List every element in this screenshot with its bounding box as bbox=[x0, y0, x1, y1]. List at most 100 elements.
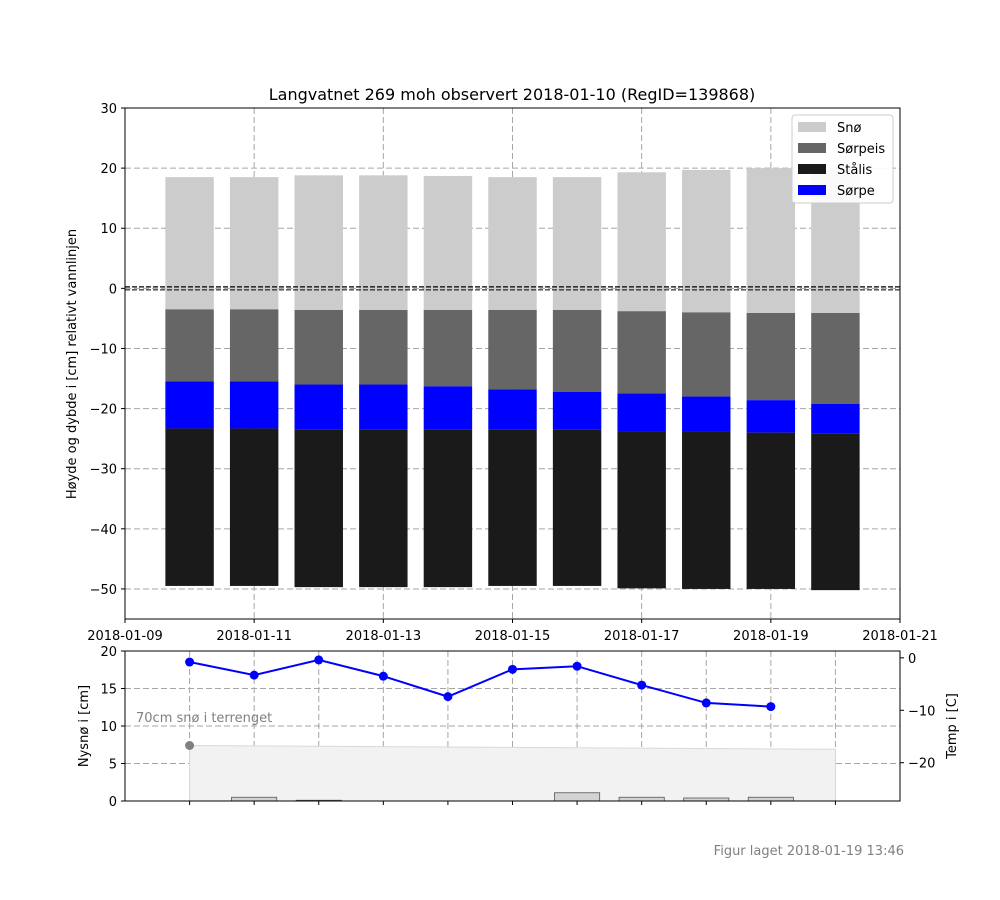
bar-sno bbox=[488, 177, 537, 310]
y-tick-label: −20 bbox=[908, 757, 935, 772]
bar-stalis bbox=[746, 432, 796, 589]
terrain-snow-point bbox=[185, 741, 195, 750]
legend-label: Stålis bbox=[837, 163, 873, 178]
new-snow-bar bbox=[554, 792, 601, 802]
y-tick-label: −10 bbox=[908, 704, 935, 719]
temperature-series bbox=[185, 655, 776, 712]
bar-sorpe bbox=[294, 384, 343, 430]
bar-stalis bbox=[617, 431, 666, 589]
bar-sno bbox=[682, 169, 731, 313]
bar-sorpeis bbox=[617, 311, 666, 394]
bar-sorpe bbox=[552, 391, 602, 430]
legend-label: Sørpe bbox=[837, 184, 875, 199]
x-tick-label: 2018-01-21 bbox=[862, 629, 938, 644]
new-snow-bar bbox=[747, 796, 794, 802]
y-tick-label: 10 bbox=[100, 720, 117, 735]
legend-box bbox=[791, 114, 894, 204]
bar-sorpe bbox=[359, 384, 408, 430]
x-tick-label: 2018-01-19 bbox=[733, 629, 809, 644]
terrain-snow-note: 70cm snø i terrenget bbox=[136, 711, 272, 726]
bar-sorpeis bbox=[488, 309, 537, 390]
lower-left-y-ticks: 0 5 10 15 20 bbox=[100, 645, 125, 810]
bar-sorpe bbox=[165, 381, 214, 429]
y-tick-label: 15 bbox=[100, 683, 117, 698]
temperature-point bbox=[185, 657, 195, 667]
new-snow-bar bbox=[231, 796, 278, 802]
y-tick-label: −30 bbox=[90, 463, 117, 478]
y-tick-label: 30 bbox=[100, 102, 117, 117]
chart-title: Langvatnet 269 moh observert 2018-01-10 … bbox=[269, 85, 756, 104]
bar-sno bbox=[359, 175, 408, 310]
bar-sorpe bbox=[746, 400, 796, 433]
y-tick-label: 20 bbox=[100, 162, 117, 177]
y-tick-label: 20 bbox=[100, 645, 117, 660]
legend-swatch bbox=[798, 122, 826, 132]
bar-sorpeis bbox=[229, 309, 279, 382]
x-tick-label: 2018-01-09 bbox=[87, 629, 163, 644]
bar-stalis bbox=[552, 429, 602, 586]
legend-label: Sørpeis bbox=[837, 142, 885, 157]
legend: Snø Sørpeis Stålis Sørpe bbox=[791, 114, 894, 204]
temperature-point bbox=[701, 698, 711, 708]
temperature-point bbox=[249, 670, 259, 680]
legend-swatch bbox=[798, 143, 826, 153]
y-tick-label: 0 bbox=[109, 282, 117, 297]
y-tick-label: −50 bbox=[90, 583, 117, 598]
bar-stalis bbox=[165, 428, 214, 586]
bar-sorpeis bbox=[165, 309, 214, 382]
temperature-point bbox=[766, 702, 776, 712]
bar-sorpeis bbox=[682, 312, 731, 397]
legend-swatch bbox=[798, 164, 826, 174]
lower-right-y-label: Temp i [C] bbox=[945, 693, 960, 760]
bar-stalis bbox=[682, 431, 731, 589]
bar-sno bbox=[423, 175, 473, 310]
footer-note: Figur laget 2018-01-19 13:46 bbox=[714, 844, 904, 859]
x-tick-label: 2018-01-11 bbox=[216, 629, 292, 644]
terrain-snow-fill bbox=[189, 744, 836, 802]
y-tick-label: 0 bbox=[908, 652, 916, 667]
main-bars bbox=[165, 168, 860, 591]
bar-sorpeis bbox=[552, 309, 602, 392]
bar-sorpe bbox=[423, 386, 473, 430]
y-tick-label: 0 bbox=[109, 795, 117, 810]
temperature-point bbox=[508, 664, 517, 674]
bar-sorpeis bbox=[359, 309, 408, 385]
y-tick-label: 10 bbox=[100, 222, 117, 237]
legend-swatch bbox=[798, 185, 826, 195]
bar-stalis bbox=[359, 429, 408, 588]
x-tick-label: 2018-01-15 bbox=[475, 629, 551, 644]
bar-sorpeis bbox=[811, 313, 860, 404]
x-tick-label: 2018-01-17 bbox=[604, 629, 680, 644]
lower-left-y-label: Nysnø i [cm] bbox=[77, 685, 92, 767]
bar-stalis bbox=[229, 428, 279, 586]
bar-sorpe bbox=[488, 389, 537, 430]
bar-sorpeis bbox=[746, 313, 796, 401]
terrain-snow-area bbox=[185, 741, 836, 802]
temperature-point bbox=[443, 692, 453, 702]
bar-sorpe bbox=[617, 393, 666, 432]
temperature-point bbox=[378, 671, 388, 681]
temperature-line bbox=[189, 658, 771, 708]
bar-stalis bbox=[811, 433, 860, 591]
bar-sorpeis bbox=[423, 309, 473, 387]
bar-sorpe bbox=[811, 403, 860, 434]
bar-stalis bbox=[294, 429, 343, 588]
bar-sorpe bbox=[229, 381, 279, 429]
y-tick-label: −20 bbox=[90, 403, 117, 418]
temperature-point bbox=[572, 661, 582, 671]
temperature-point bbox=[314, 655, 324, 665]
x-tick-label: 2018-01-13 bbox=[346, 629, 422, 644]
new-snow-bar bbox=[618, 796, 665, 802]
y-tick-label: −10 bbox=[90, 342, 117, 357]
bar-sno bbox=[294, 175, 343, 310]
temperature-point bbox=[637, 680, 647, 690]
main-y-label: Høyde og dybde i [cm] relativt vannlinje… bbox=[65, 229, 80, 499]
bar-stalis bbox=[423, 429, 473, 588]
bar-stalis bbox=[488, 429, 537, 586]
bar-sorpeis bbox=[294, 309, 343, 385]
waterline bbox=[125, 286, 900, 291]
lower-x-ticks bbox=[189, 801, 836, 805]
bar-sno bbox=[552, 177, 602, 310]
legend-label: Snø bbox=[837, 121, 861, 136]
